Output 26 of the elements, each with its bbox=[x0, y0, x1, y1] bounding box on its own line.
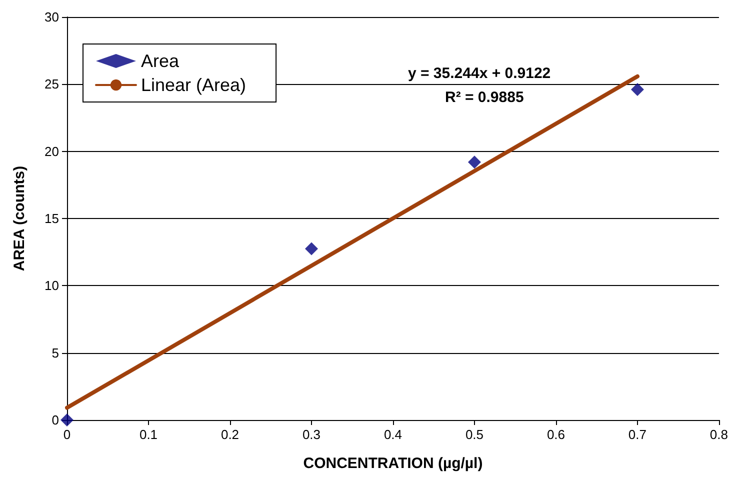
y-tick-label: 20 bbox=[44, 144, 59, 159]
y-tick-label: 15 bbox=[44, 211, 59, 226]
x-tick-label: 0.4 bbox=[384, 427, 402, 442]
x-axis-title: CONCENTRATION (µg/µl) bbox=[303, 455, 483, 472]
x-tick-label: 0.7 bbox=[628, 427, 647, 442]
x-tick-label: 0.2 bbox=[220, 427, 240, 442]
legend-label: Linear (Area) bbox=[141, 75, 246, 95]
point bbox=[60, 414, 74, 426]
y-tick-label: 0 bbox=[52, 412, 59, 428]
x-tick-label: 0.3 bbox=[302, 427, 321, 442]
y-axis-title: AREA (counts) bbox=[11, 166, 28, 272]
y-tick-label: 25 bbox=[44, 76, 59, 92]
x-tick-label: 0 bbox=[63, 427, 71, 442]
x-tick-label: 0.5 bbox=[465, 427, 484, 442]
point bbox=[304, 242, 318, 256]
annotation: y = 35.244x + 0.9122 bbox=[408, 65, 551, 82]
x-tick-label: 0.8 bbox=[710, 427, 728, 442]
y-tick-label: 30 bbox=[44, 10, 59, 24]
legend-label: Area bbox=[141, 51, 180, 71]
point bbox=[468, 156, 481, 169]
y-tick-label: 5 bbox=[52, 345, 59, 360]
annotation: R² = 0.9885 bbox=[445, 89, 524, 106]
x-tick-label: 0.1 bbox=[139, 427, 158, 442]
x-tick-label: 0.6 bbox=[546, 427, 566, 442]
point bbox=[630, 83, 644, 96]
y-tick-label: 10 bbox=[44, 278, 59, 294]
